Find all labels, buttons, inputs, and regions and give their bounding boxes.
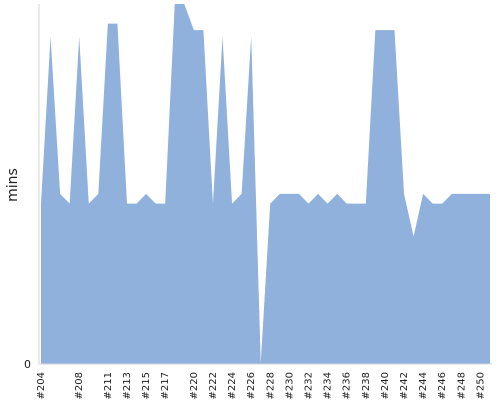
x-tick-label: #250	[475, 372, 486, 399]
x-tick-label: #204	[36, 372, 47, 399]
x-tick-label: #217	[160, 372, 171, 399]
x-tick-label: #246	[437, 372, 448, 399]
x-tick-labels: #204 #208 #211 #213 #215 #217 #220 #222 #224 #226…	[36, 372, 486, 399]
x-tick-label: #213	[122, 372, 133, 399]
x-tick-label: #224	[227, 372, 238, 399]
x-tick-label: #226	[246, 372, 257, 399]
x-tick-label: #240	[380, 372, 391, 399]
x-tick-label: #242	[399, 372, 410, 399]
x-tick-label: #208	[74, 372, 85, 399]
x-tick-label: #248	[456, 372, 467, 399]
x-tick-label: #236	[342, 372, 353, 399]
y-tick-label-zero: 0	[24, 358, 31, 371]
x-tick-label: #234	[323, 372, 334, 399]
area-layer	[41, 4, 490, 365]
x-tick-label: #211	[103, 372, 114, 399]
x-tick-label: #232	[303, 372, 314, 399]
area-series	[41, 4, 490, 364]
y-axis-label: mins	[5, 168, 21, 202]
x-tick-label: #230	[284, 372, 295, 399]
x-tick-label: #228	[265, 372, 276, 399]
x-tick-label: #222	[208, 372, 219, 399]
x-tick-label: #215	[141, 372, 152, 399]
x-tick-label: #238	[361, 372, 372, 399]
x-tick-label: #244	[418, 372, 429, 399]
x-tick-label: #220	[189, 372, 200, 399]
